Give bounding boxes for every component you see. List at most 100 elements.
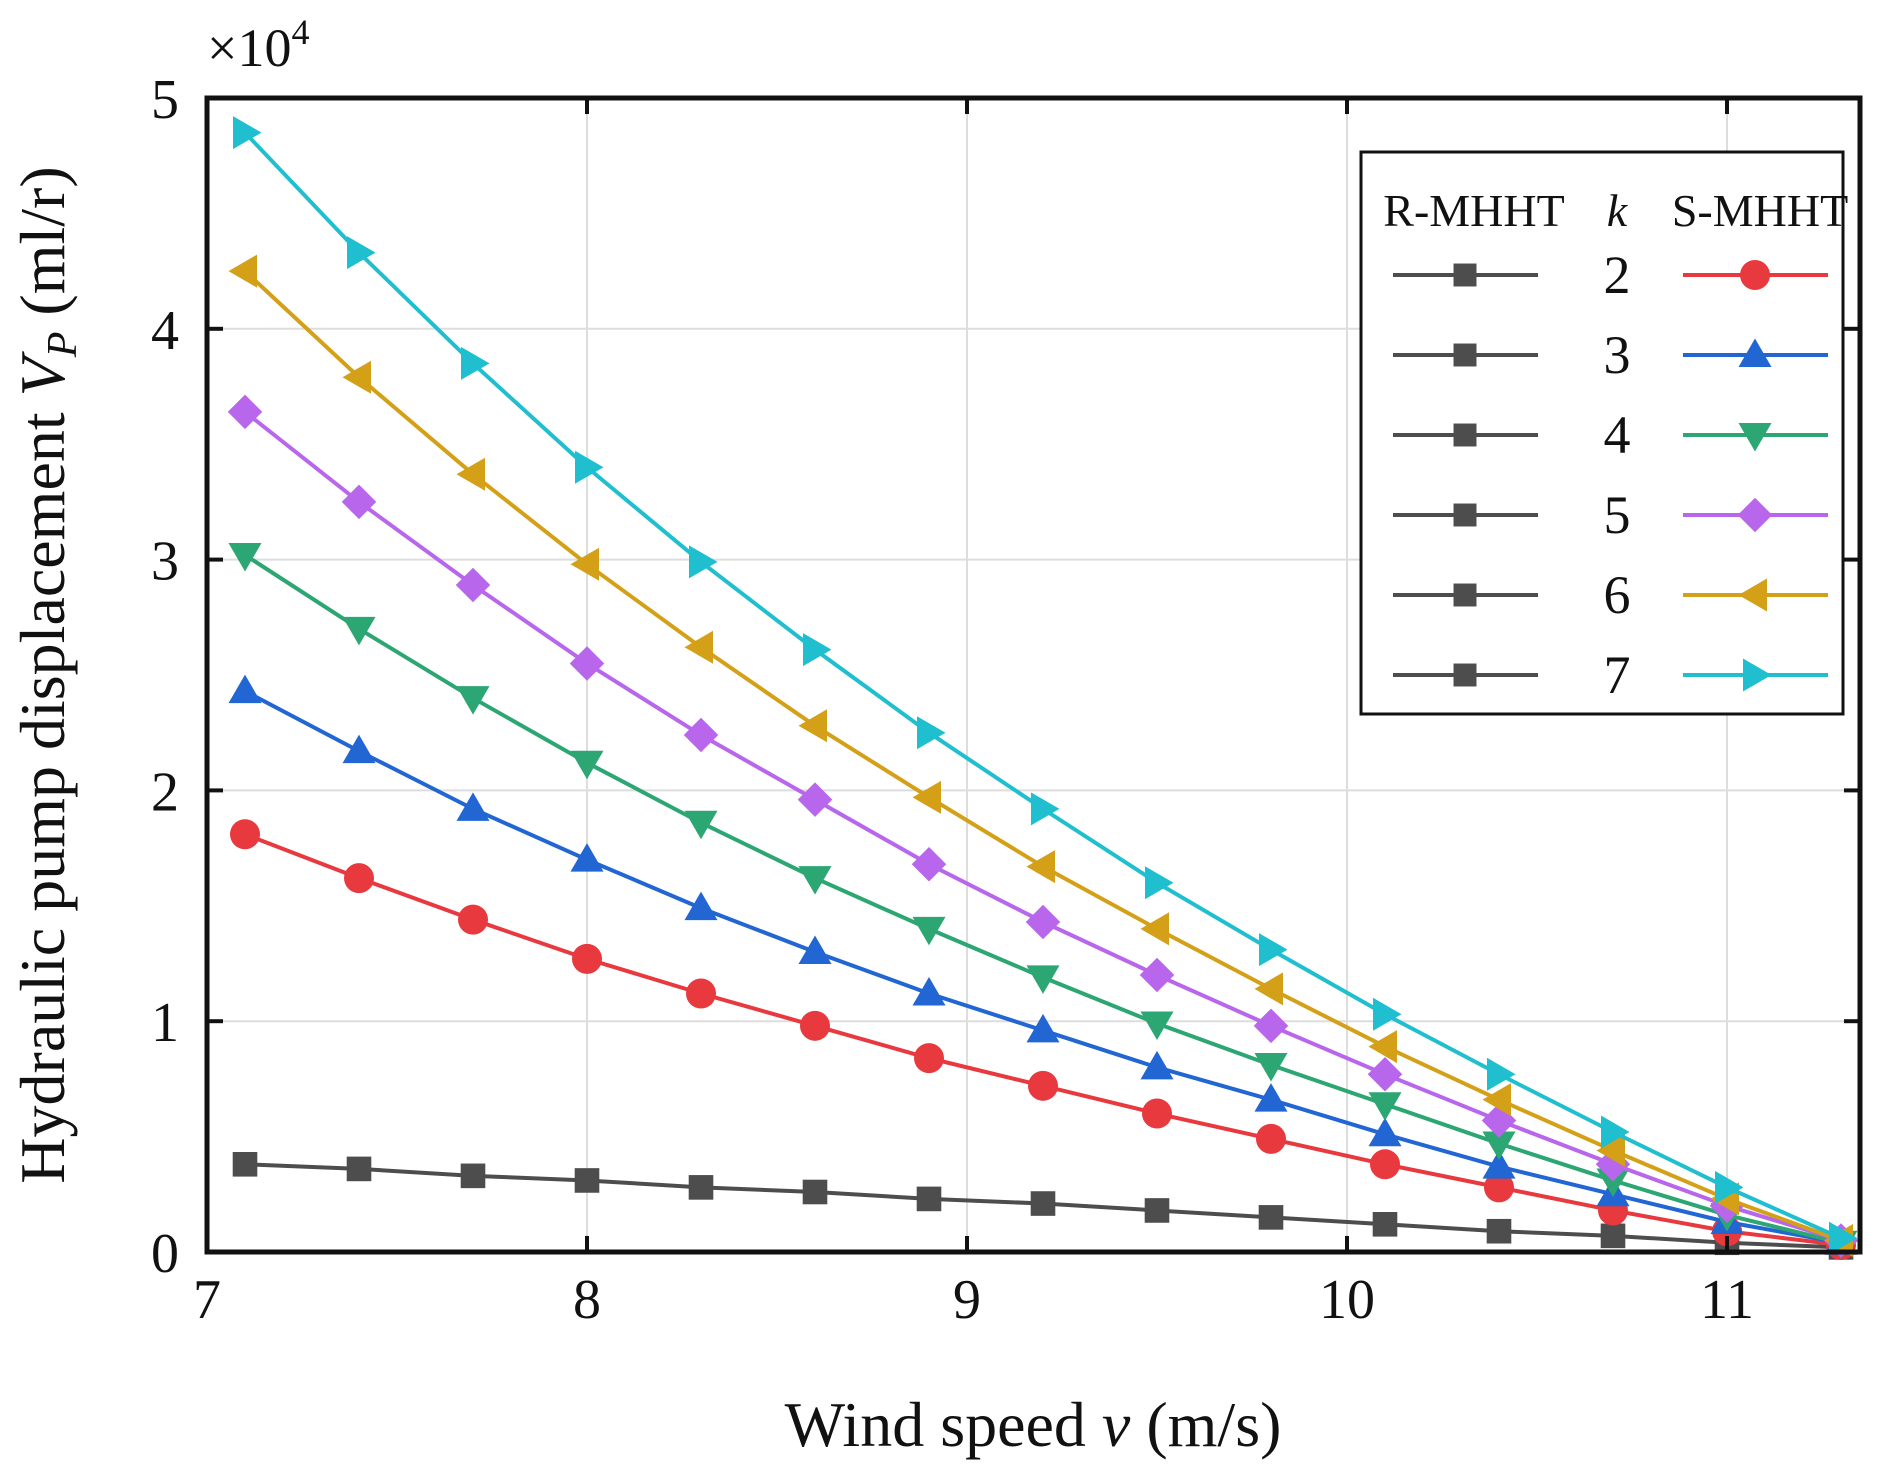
data-point-R-MHHT xyxy=(802,1179,828,1205)
legend-k-label: 5 xyxy=(1604,485,1631,545)
x-axis-title-prefix: Wind speed xyxy=(785,1389,1102,1460)
legend-marker-r-mhht xyxy=(1453,343,1477,367)
data-point-5 xyxy=(683,717,719,753)
data-point-6 xyxy=(228,254,257,288)
data-point-5 xyxy=(797,782,833,817)
data-point-3 xyxy=(228,674,262,704)
data-point-2 xyxy=(800,1010,830,1041)
legend: R-MHHT k S-MHHT 2 3 4 5 6 7 xyxy=(1359,150,1848,716)
data-point-7 xyxy=(1715,1170,1744,1204)
series-4 xyxy=(228,542,1858,1260)
legend-marker-s-mhht-6 xyxy=(1738,578,1767,612)
data-point-6 xyxy=(684,630,713,664)
data-point-7 xyxy=(347,236,376,270)
data-point-R-MHHT xyxy=(1144,1198,1170,1223)
series-2 xyxy=(230,819,1856,1261)
x-axis-title-suffix: (m/s) xyxy=(1130,1389,1281,1460)
legend-marker-r-mhht xyxy=(1453,663,1477,687)
data-point-7 xyxy=(1601,1115,1630,1149)
data-point-4 xyxy=(342,616,376,646)
y-tick-label: 3 xyxy=(151,531,179,593)
data-point-6 xyxy=(1254,972,1283,1006)
y-tick-label: 0 xyxy=(151,1223,179,1285)
data-point-6 xyxy=(1026,850,1055,884)
data-point-6 xyxy=(570,547,599,581)
data-point-7 xyxy=(575,450,604,484)
y-tick-label: 4 xyxy=(151,300,179,362)
data-point-6 xyxy=(1482,1083,1511,1117)
data-point-6 xyxy=(342,360,371,394)
data-point-R-MHHT xyxy=(232,1151,258,1177)
legend-row: 4 xyxy=(1393,405,1828,465)
legend-row: 3 xyxy=(1393,325,1828,385)
x-axis-title-variable: v xyxy=(1102,1389,1131,1460)
data-point-2 xyxy=(458,904,488,935)
series-R-MHHT xyxy=(232,1151,1854,1260)
data-point-7 xyxy=(1373,997,1402,1031)
legend-marker-s-mhht-3 xyxy=(1738,338,1772,367)
x-axis-title: Wind speed v (m/s) xyxy=(785,1389,1282,1460)
legend-marker-r-mhht xyxy=(1453,583,1477,607)
legend-k-label: 2 xyxy=(1604,245,1631,305)
data-point-7 xyxy=(1031,792,1060,826)
y-axis-title-prefix: Hydraulic pump displacement xyxy=(7,396,78,1183)
data-point-5 xyxy=(341,484,377,520)
y-multiplier: ×104 xyxy=(207,12,309,78)
data-point-4 xyxy=(912,916,946,946)
y-multiplier-base: ×10 xyxy=(207,18,291,78)
legend-row: 6 xyxy=(1393,565,1828,625)
data-point-6 xyxy=(456,457,485,491)
data-point-2 xyxy=(686,978,716,1009)
data-point-4 xyxy=(1368,1092,1402,1121)
data-point-6 xyxy=(798,709,827,743)
data-point-7 xyxy=(917,716,946,750)
data-point-7 xyxy=(1259,933,1288,967)
data-point-R-MHHT xyxy=(460,1163,486,1189)
data-point-2 xyxy=(1256,1123,1286,1154)
data-point-R-MHHT xyxy=(916,1186,942,1212)
data-point-2 xyxy=(1370,1149,1400,1180)
data-point-4 xyxy=(1596,1168,1630,1197)
legend-k-label: 7 xyxy=(1604,645,1631,705)
legend-header-r-mhht: R-MHHT xyxy=(1383,185,1564,236)
data-point-5 xyxy=(227,394,263,430)
data-point-7 xyxy=(689,545,718,579)
data-point-3 xyxy=(1026,1013,1060,1043)
series-layer xyxy=(227,116,1859,1261)
legend-marker-r-mhht xyxy=(1453,423,1477,447)
data-point-5 xyxy=(569,646,605,681)
data-point-R-MHHT xyxy=(1600,1223,1626,1249)
data-point-2 xyxy=(1484,1172,1514,1203)
x-tick-label: 11 xyxy=(1700,1269,1754,1331)
data-point-4 xyxy=(1482,1131,1516,1161)
data-point-6 xyxy=(1368,1030,1397,1064)
data-point-4 xyxy=(1254,1053,1288,1082)
x-tick-label: 10 xyxy=(1319,1269,1375,1331)
data-point-2 xyxy=(1142,1098,1172,1129)
data-point-7 xyxy=(803,633,832,667)
data-point-R-MHHT xyxy=(574,1168,600,1193)
data-point-3 xyxy=(570,843,604,872)
data-point-7 xyxy=(233,116,262,150)
data-point-5 xyxy=(455,567,491,603)
data-point-6 xyxy=(912,780,941,814)
legend-row: 2 xyxy=(1393,245,1828,305)
data-point-5 xyxy=(1367,1057,1403,1092)
axis-ticks: 7 8 9 10 11 0 1 2 3 4 5 xyxy=(151,69,1860,1331)
legend-marker-r-mhht xyxy=(1453,263,1477,287)
data-point-4 xyxy=(1026,965,1060,994)
data-point-4 xyxy=(570,750,604,780)
data-point-3 xyxy=(342,734,376,764)
y-axis-title-suffix: (ml/r) xyxy=(7,166,78,331)
data-point-3 xyxy=(912,977,946,1006)
data-point-4 xyxy=(456,686,490,715)
y-axis-title-variable: V xyxy=(7,350,78,396)
data-point-3 xyxy=(1140,1050,1174,1080)
data-point-4 xyxy=(798,866,832,895)
data-point-6 xyxy=(1596,1133,1625,1167)
legend-header-k: k xyxy=(1607,185,1629,236)
legend-k-label: 6 xyxy=(1604,565,1631,625)
data-point-4 xyxy=(1140,1011,1174,1041)
y-axis-title-subscript: P xyxy=(40,332,86,359)
